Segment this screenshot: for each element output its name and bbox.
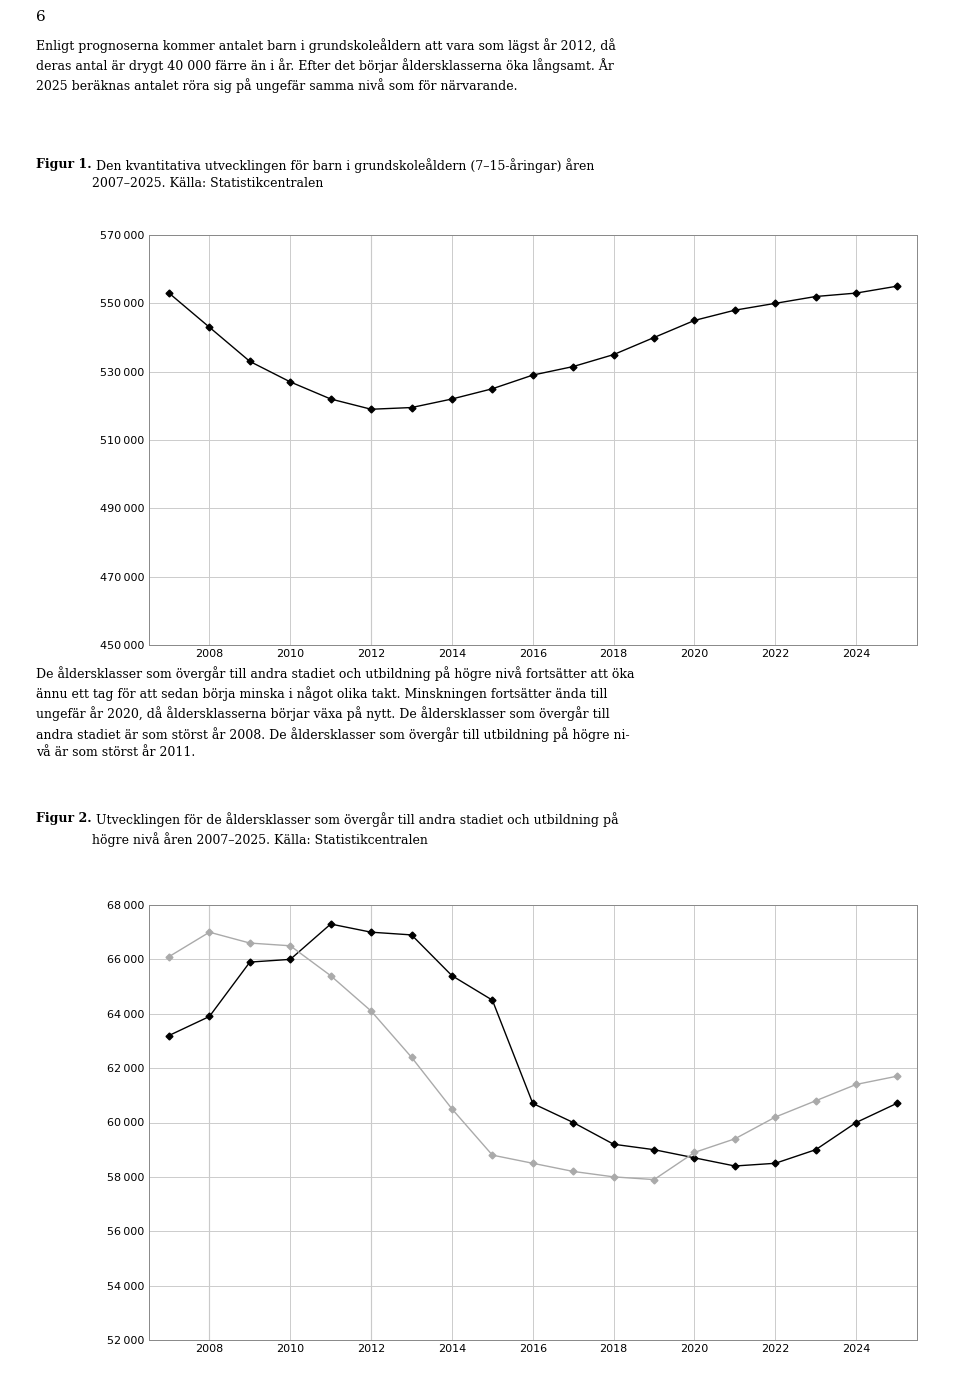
den genomsnittliga åldersklassen 19–21-åringar — [810, 1142, 822, 1158]
den genomsnittliga åldersklassen 16–18-åringar — [730, 1131, 741, 1147]
den genomsnittliga åldersklassen 16–18-åringar — [810, 1092, 822, 1109]
den genomsnittliga åldersklassen 19–21-åringar — [891, 1095, 902, 1111]
den genomsnittliga åldersklassen 16–18-åringar — [487, 1147, 498, 1164]
den genomsnittliga åldersklassen 19–21-åringar — [244, 954, 255, 971]
den genomsnittliga åldersklassen 19–21-åringar — [608, 1136, 619, 1153]
den genomsnittliga åldersklassen 16–18-åringar — [446, 1100, 458, 1117]
den genomsnittliga åldersklassen 16–18-åringar — [608, 1168, 619, 1185]
Text: Utvecklingen för de åldersklasser som övergår till andra stadiet och utbildning : Utvecklingen för de åldersklasser som öv… — [92, 812, 619, 847]
den genomsnittliga åldersklassen 16–18-åringar — [567, 1162, 579, 1179]
Text: Figur 2.: Figur 2. — [36, 812, 92, 825]
den genomsnittliga åldersklassen 16–18-åringar — [406, 1049, 418, 1066]
den genomsnittliga åldersklassen 19–21-åringar — [567, 1114, 579, 1131]
den genomsnittliga åldersklassen 16–18-åringar — [284, 938, 296, 954]
den genomsnittliga åldersklassen 16–18-åringar — [891, 1067, 902, 1084]
den genomsnittliga åldersklassen 19–21-åringar — [366, 924, 377, 940]
den genomsnittliga åldersklassen 16–18-åringar — [324, 968, 336, 985]
den genomsnittliga åldersklassen 19–21-åringar — [851, 1114, 862, 1131]
den genomsnittliga åldersklassen 16–18-åringar — [770, 1109, 781, 1125]
Text: 6: 6 — [36, 10, 46, 23]
den genomsnittliga åldersklassen 16–18-åringar — [851, 1076, 862, 1092]
den genomsnittliga åldersklassen 19–21-åringar — [284, 952, 296, 968]
den genomsnittliga åldersklassen 19–21-åringar — [688, 1150, 700, 1167]
Text: Figur 1.: Figur 1. — [36, 159, 92, 171]
den genomsnittliga åldersklassen 19–21-åringar — [446, 968, 458, 985]
den genomsnittliga åldersklassen 19–21-åringar — [406, 927, 418, 943]
Line: den genomsnittliga åldersklassen 16–18-åringar: den genomsnittliga åldersklassen 16–18-å… — [167, 929, 899, 1182]
den genomsnittliga åldersklassen 19–21-åringar — [648, 1142, 660, 1158]
den genomsnittliga åldersklassen 19–21-åringar — [527, 1095, 539, 1111]
den genomsnittliga åldersklassen 16–18-åringar — [688, 1145, 700, 1161]
den genomsnittliga åldersklassen 16–18-åringar — [527, 1156, 539, 1172]
Line: den genomsnittliga åldersklassen 19–21-åringar: den genomsnittliga åldersklassen 19–21-å… — [167, 921, 899, 1168]
den genomsnittliga åldersklassen 16–18-åringar — [366, 1003, 377, 1019]
Text: Enligt prognoserna kommer antalet barn i grundskoleåldern att vara som lägst år : Enligt prognoserna kommer antalet barn i… — [36, 39, 616, 94]
den genomsnittliga åldersklassen 19–21-åringar — [324, 916, 336, 932]
den genomsnittliga åldersklassen 16–18-åringar — [648, 1171, 660, 1187]
den genomsnittliga åldersklassen 19–21-åringar — [487, 992, 498, 1008]
den genomsnittliga åldersklassen 16–18-åringar — [204, 924, 215, 940]
den genomsnittliga åldersklassen 16–18-åringar — [244, 935, 255, 952]
Text: Den kvantitativa utvecklingen för barn i grundskoleåldern (7–15-åringar) åren
20: Den kvantitativa utvecklingen för barn i… — [92, 159, 594, 190]
den genomsnittliga åldersklassen 16–18-åringar — [163, 949, 175, 965]
den genomsnittliga åldersklassen 19–21-åringar — [770, 1156, 781, 1172]
den genomsnittliga åldersklassen 19–21-åringar — [163, 1027, 175, 1044]
Text: De åldersklasser som övergår till andra stadiet och utbildning på högre nivå for: De åldersklasser som övergår till andra … — [36, 666, 635, 758]
den genomsnittliga åldersklassen 19–21-åringar — [730, 1158, 741, 1175]
den genomsnittliga åldersklassen 19–21-åringar — [204, 1008, 215, 1025]
